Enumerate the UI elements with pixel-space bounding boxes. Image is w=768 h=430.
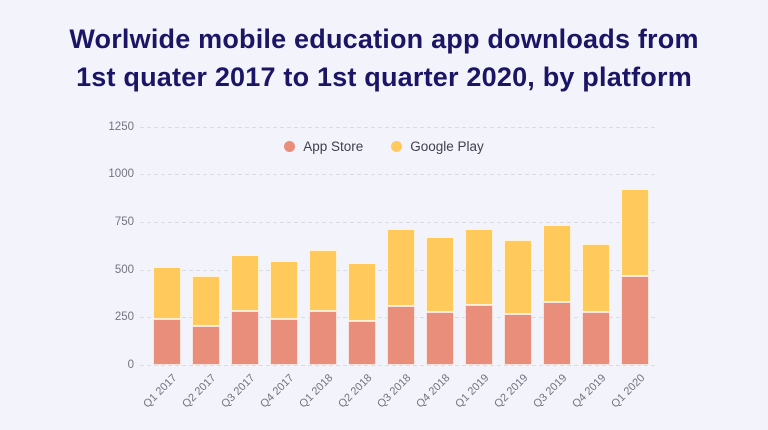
bar-segment-app-store-q4-2018[interactable] (425, 311, 454, 365)
bar-segment-google-play-q2-2019[interactable] (503, 239, 532, 315)
y-axis-tick-750: 750 (114, 215, 134, 228)
legend-item-google-play[interactable]: Google Play (391, 139, 484, 154)
legend-label-google-play: Google Play (410, 139, 484, 154)
chart-legend: App Store Google Play (0, 139, 768, 154)
x-axis-tick-q1-2020: Q1 2020 (608, 372, 647, 411)
bar-segment-app-store-q3-2017[interactable] (230, 311, 259, 365)
bar-segment-app-store-q2-2017[interactable] (191, 325, 220, 365)
bar-segment-google-play-q4-2018[interactable] (425, 236, 454, 312)
bar-segment-google-play-q2-2017[interactable] (191, 276, 220, 326)
y-axis-tick-1250: 1250 (108, 120, 134, 133)
bar-segment-google-play-q3-2017[interactable] (230, 255, 259, 311)
bar-segment-google-play-q1-2020[interactable] (620, 188, 649, 277)
bar-segment-app-store-q4-2019[interactable] (581, 311, 610, 365)
bar-segment-app-store-q1-2017[interactable] (152, 319, 181, 365)
bar-segment-google-play-q1-2019[interactable] (464, 229, 493, 305)
bar-segment-app-store-q1-2020[interactable] (620, 276, 649, 365)
bar-segment-google-play-q2-2018[interactable] (347, 262, 376, 322)
legend-item-app-store[interactable]: App Store (284, 139, 363, 154)
y-axis-tick-500: 500 (114, 263, 134, 276)
y-axis-tick-0: 0 (127, 359, 134, 371)
legend-dot-google-play-icon (391, 141, 403, 152)
legend-label-app-store: App Store (303, 139, 364, 154)
y-axis-tick-1000: 1000 (108, 168, 134, 181)
bar-segment-google-play-q1-2017[interactable] (152, 266, 181, 320)
bar-segment-app-store-q1-2019[interactable] (464, 304, 493, 365)
bar-segment-app-store-q3-2019[interactable] (542, 302, 571, 365)
bar-segment-google-play-q4-2017[interactable] (269, 261, 298, 320)
legend-dot-app-store-icon (284, 141, 296, 152)
gridline-750 (140, 221, 658, 223)
chart-title-line-2: 1st quater 2017 to 1st quarter 2020, by … (76, 62, 692, 92)
gridline-1250 (140, 126, 658, 128)
gridline-1000 (140, 174, 658, 176)
bar-segment-google-play-q3-2018[interactable] (386, 229, 415, 306)
bar-segment-google-play-q3-2019[interactable] (542, 225, 571, 303)
chart-title: Worlwide mobile education app downloads … (0, 20, 768, 96)
bar-segment-app-store-q1-2018[interactable] (308, 311, 337, 365)
bar-segment-app-store-q2-2019[interactable] (503, 314, 532, 365)
bar-segment-app-store-q4-2017[interactable] (269, 319, 298, 365)
bar-segment-google-play-q4-2019[interactable] (581, 244, 610, 312)
chart-title-line-1: Worlwide mobile education app downloads … (69, 24, 699, 54)
bar-segment-google-play-q1-2018[interactable] (308, 250, 337, 311)
bar-segment-app-store-q3-2018[interactable] (386, 305, 415, 365)
gridline-0 (140, 365, 658, 366)
bar-segment-app-store-q2-2018[interactable] (347, 321, 376, 365)
y-axis-tick-250: 250 (114, 311, 134, 324)
